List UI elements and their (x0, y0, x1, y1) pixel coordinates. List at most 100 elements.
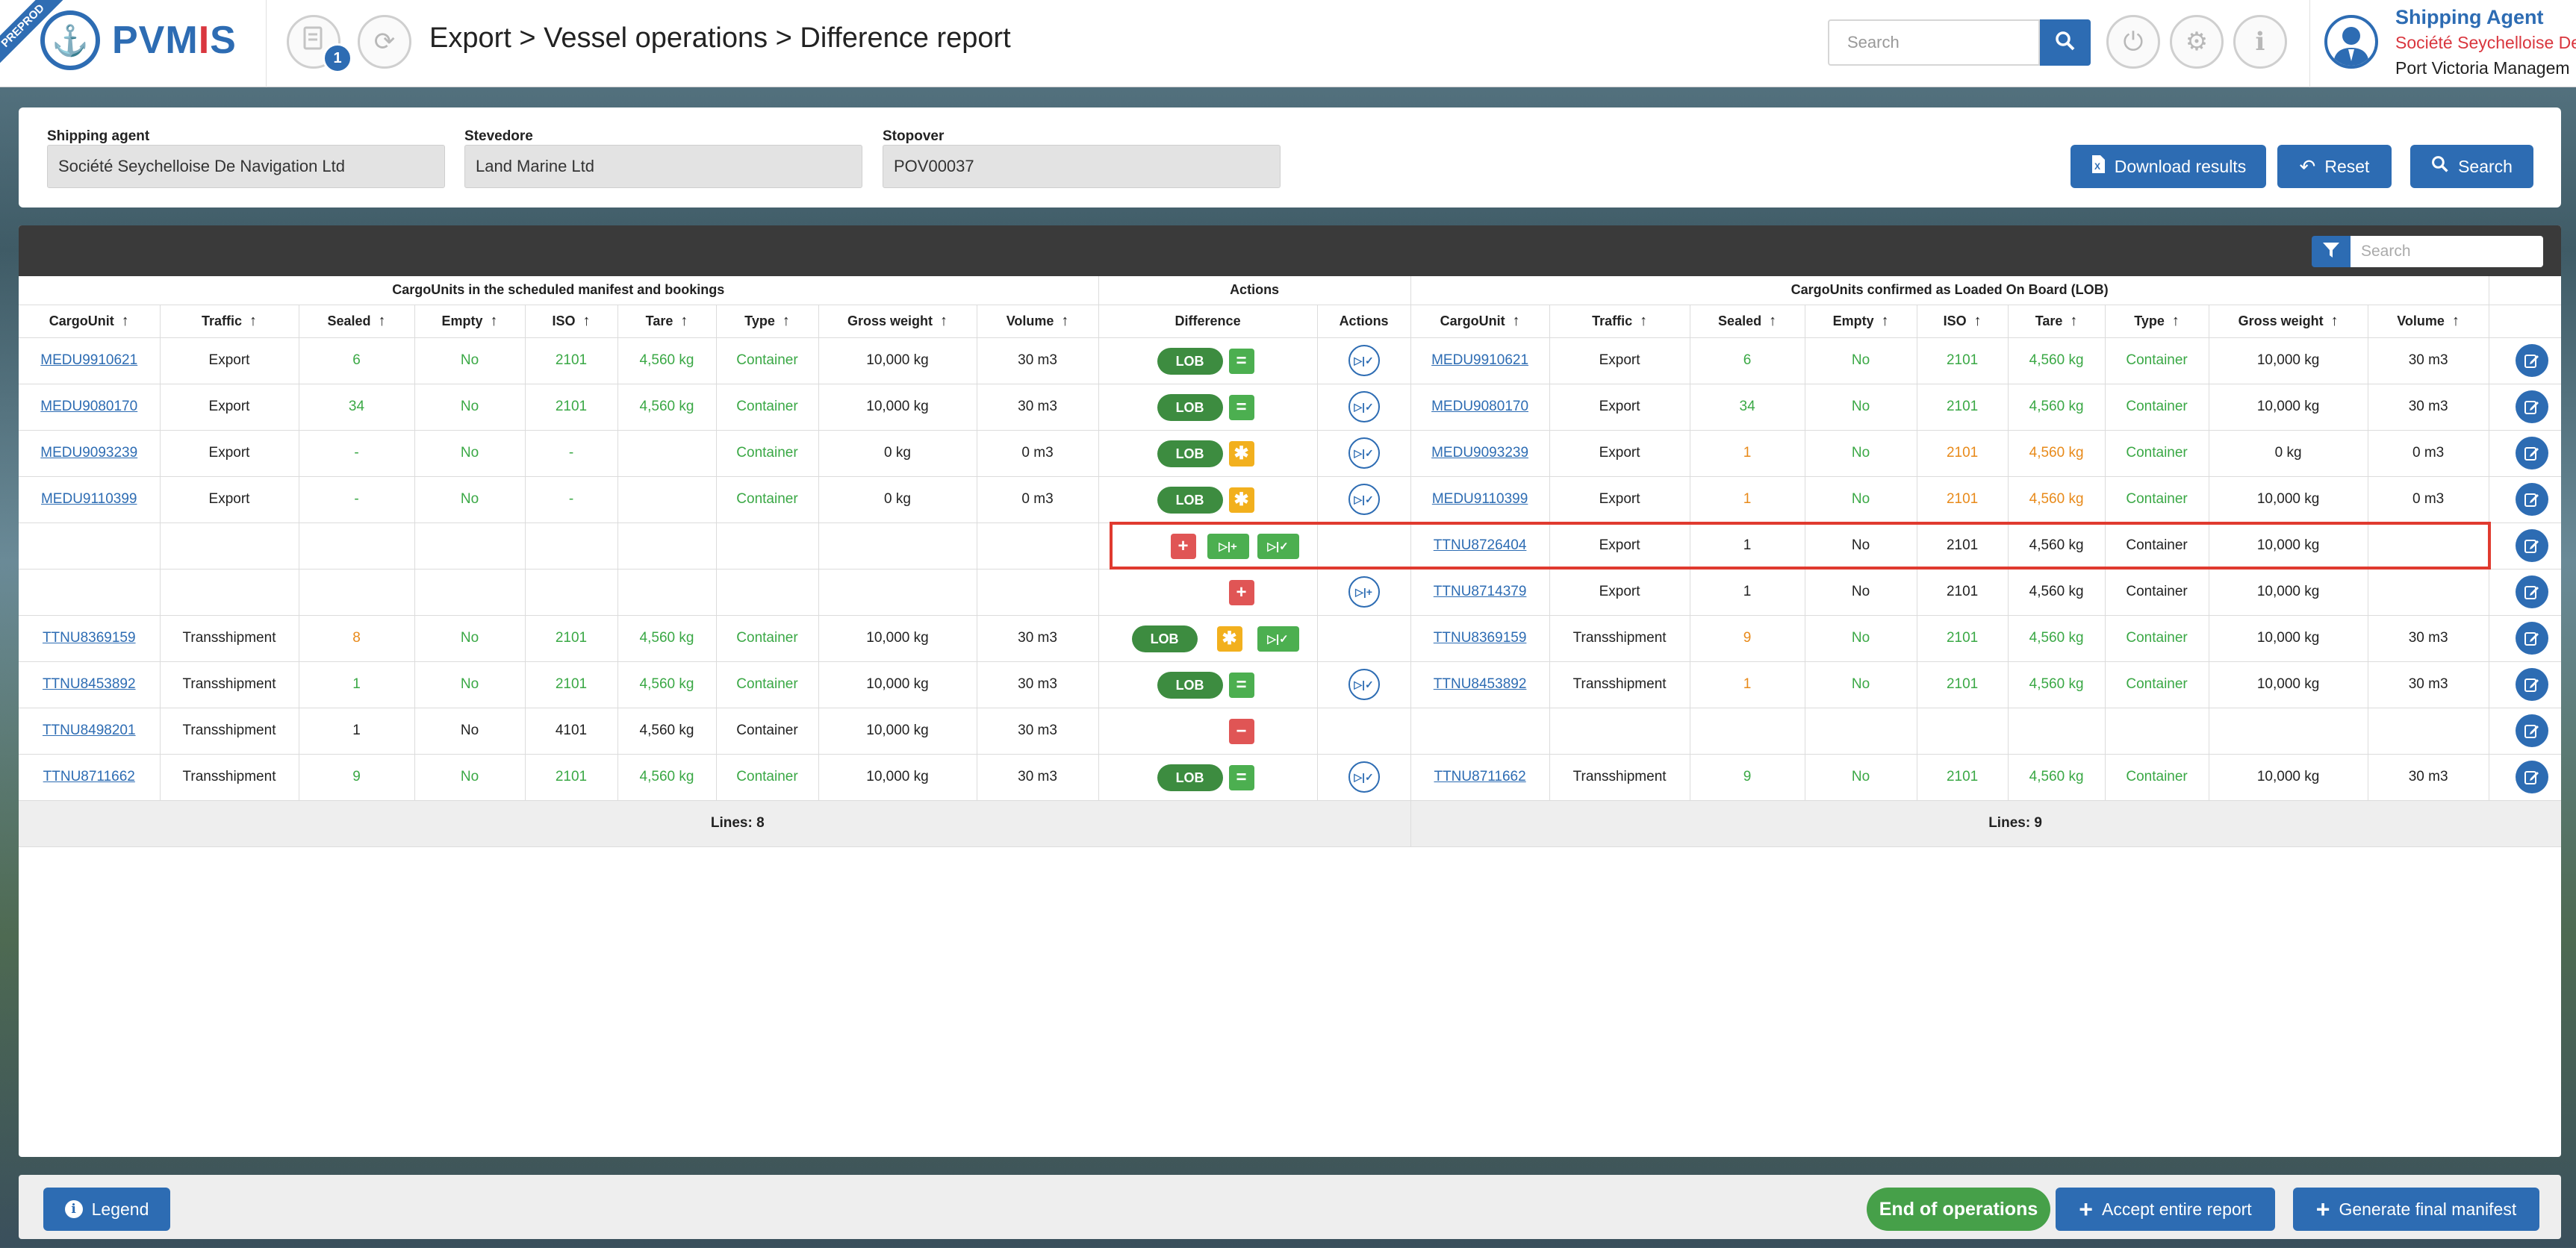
reset-button[interactable]: ↶ Reset (2277, 145, 2392, 188)
legend-button[interactable]: i Legend (43, 1188, 170, 1231)
right-cargo-unit-cell[interactable]: MEDU9080170 (1410, 384, 1550, 431)
stopover-field[interactable]: POV00037 (883, 145, 1281, 188)
right-cargo-unit-cell[interactable]: TTNU8714379 (1410, 569, 1550, 616)
left-cargo-unit-value[interactable]: TTNU8369159 (42, 630, 136, 646)
remove-status-button[interactable]: − (1228, 718, 1254, 744)
column-header-left-empty[interactable]: Empty ↑ (414, 305, 526, 338)
edit-row-button[interactable] (2516, 483, 2549, 516)
column-header-right-empty[interactable]: Empty ↑ (1805, 305, 1917, 338)
column-header-left-tare[interactable]: Tare ↑ (617, 305, 717, 338)
column-header-right-gross-weight[interactable]: Gross weight ↑ (2209, 305, 2368, 338)
column-header-right-sealed[interactable]: Sealed ↑ (1690, 305, 1805, 338)
settings-button[interactable]: ⚙ (2170, 15, 2224, 69)
right-cargo-unit-cell[interactable]: MEDU9093239 (1410, 430, 1550, 477)
left-cargo-unit-cell[interactable]: TTNU8369159 (19, 615, 161, 662)
shipping-agent-field[interactable]: Société Seychelloise De Navigation Ltd (47, 145, 445, 188)
right-cargo-unit-value[interactable]: TTNU8369159 (1433, 630, 1527, 646)
right-cargo-unit-value[interactable]: MEDU9080170 (1431, 399, 1529, 414)
add-status-button[interactable]: + (1170, 533, 1196, 559)
load-confirm-button[interactable]: ▷|✓ (1257, 625, 1299, 652)
left-cargo-unit-value[interactable]: MEDU9093239 (40, 445, 138, 461)
right-cargo-unit-value[interactable]: TTNU8714379 (1433, 584, 1527, 599)
header-search-input[interactable]: Search (1828, 19, 2040, 66)
refresh-button[interactable]: ⟳ (358, 15, 411, 69)
left-cargo-unit-cell[interactable]: TTNU8498201 (19, 708, 161, 755)
load-confirm-action-icon[interactable]: ▷|✓ (1348, 391, 1380, 422)
search-label: Search (2458, 156, 2513, 176)
notifications-button[interactable] (287, 15, 340, 69)
right-cargo-unit-cell[interactable]: MEDU9110399 (1410, 476, 1550, 523)
table-search-input[interactable]: Search (2351, 236, 2543, 267)
asterisk-status-icon: ✱ (1216, 625, 1242, 652)
load-confirm-action-icon[interactable]: ▷|✓ (1348, 669, 1380, 700)
load-confirm-button[interactable]: ▷|✓ (1257, 533, 1299, 559)
user-avatar[interactable] (2324, 15, 2378, 69)
left-cargo-unit-cell[interactable]: MEDU9910621 (19, 337, 161, 384)
load-confirm-action-icon[interactable]: ▷|✓ (1348, 761, 1380, 793)
accept-entire-report-button[interactable]: + Accept entire report (2056, 1188, 2275, 1231)
column-header-left-volume[interactable]: Volume ↑ (977, 305, 1099, 338)
left-type-cell: Container (716, 430, 819, 477)
edit-row-button[interactable] (2516, 668, 2549, 701)
column-header-right-iso[interactable]: ISO ↑ (1917, 305, 2009, 338)
column-header-right-cargounit[interactable]: CargoUnit ↑ (1410, 305, 1550, 338)
edit-row-button[interactable] (2516, 437, 2549, 469)
right-cargo-unit-cell[interactable]: TTNU8726404 (1410, 522, 1550, 570)
left-cargo-unit-value[interactable]: TTNU8711662 (43, 769, 135, 784)
left-cargo-unit-cell[interactable]: MEDU9110399 (19, 476, 161, 523)
edit-row-button[interactable] (2516, 529, 2549, 562)
add-status-button[interactable]: + (1228, 579, 1254, 605)
edit-row-button[interactable] (2516, 714, 2549, 747)
left-cargo-unit-value[interactable]: MEDU9080170 (40, 399, 138, 414)
generate-final-manifest-button[interactable]: + Generate final manifest (2293, 1188, 2539, 1231)
power-button[interactable]: ⏻ (2106, 15, 2160, 69)
info-button[interactable]: i (2233, 15, 2287, 69)
column-header-left-iso[interactable]: ISO ↑ (525, 305, 618, 338)
end-of-operations-button[interactable]: End of operations (1867, 1188, 2050, 1231)
column-header-right-type[interactable]: Type ↑ (2105, 305, 2209, 338)
load-add-button[interactable]: ▷|+ (1207, 533, 1249, 559)
column-header-left-sealed[interactable]: Sealed ↑ (299, 305, 415, 338)
left-cargo-unit-cell[interactable]: MEDU9093239 (19, 430, 161, 477)
download-results-button[interactable]: X Download results (2071, 145, 2266, 188)
table-filter-button[interactable] (2312, 236, 2351, 267)
search-button[interactable]: Search (2410, 145, 2533, 188)
left-cargo-unit-value[interactable]: MEDU9910621 (40, 352, 138, 368)
load-add-action-icon[interactable]: ▷|+ (1348, 576, 1380, 608)
right-cargo-unit-cell[interactable]: TTNU8453892 (1410, 661, 1550, 708)
load-confirm-action-icon[interactable]: ▷|✓ (1348, 437, 1380, 469)
edit-row-button[interactable] (2516, 761, 2549, 793)
right-cargo-unit-value[interactable]: TTNU8453892 (1433, 676, 1527, 692)
column-header-left-traffic[interactable]: Traffic ↑ (160, 305, 299, 338)
right-cargo-unit-cell[interactable]: TTNU8711662 (1410, 754, 1550, 801)
column-header-left-cargounit[interactable]: CargoUnit ↑ (19, 305, 161, 338)
edit-row-button[interactable] (2516, 622, 2549, 655)
app-logo[interactable]: ⚓ PVMIS (40, 10, 237, 70)
column-header-left-type[interactable]: Type ↑ (716, 305, 819, 338)
right-cargo-unit-cell[interactable]: MEDU9910621 (1410, 337, 1550, 384)
right-cargo-unit-value[interactable]: TTNU8726404 (1433, 537, 1527, 553)
breadcrumb: Export > Vessel operations > Difference … (429, 22, 1011, 54)
right-cargo-unit-value[interactable]: MEDU9910621 (1431, 352, 1529, 368)
header-search-button[interactable] (2040, 19, 2091, 66)
stevedore-field[interactable]: Land Marine Ltd (464, 145, 862, 188)
left-cargo-unit-value[interactable]: MEDU9110399 (40, 491, 137, 507)
edit-row-button[interactable] (2516, 575, 2549, 608)
column-header-right-traffic[interactable]: Traffic ↑ (1549, 305, 1690, 338)
column-header-left-gross-weight[interactable]: Gross weight ↑ (818, 305, 977, 338)
left-cargo-unit-cell[interactable]: MEDU9080170 (19, 384, 161, 431)
load-confirm-action-icon[interactable]: ▷|✓ (1348, 484, 1380, 515)
left-cargo-unit-cell[interactable]: TTNU8453892 (19, 661, 161, 708)
left-cargo-unit-cell[interactable]: TTNU8711662 (19, 754, 161, 801)
edit-row-button[interactable] (2516, 344, 2549, 377)
left-cargo-unit-value[interactable]: TTNU8453892 (42, 676, 136, 692)
column-header-right-volume[interactable]: Volume ↑ (2368, 305, 2489, 338)
right-cargo-unit-cell[interactable]: TTNU8369159 (1410, 615, 1550, 662)
right-cargo-unit-value[interactable]: MEDU9093239 (1431, 445, 1529, 461)
left-cargo-unit-value[interactable]: TTNU8498201 (42, 723, 136, 738)
load-confirm-action-icon[interactable]: ▷|✓ (1348, 345, 1380, 376)
right-cargo-unit-value[interactable]: MEDU9110399 (1431, 491, 1528, 507)
edit-row-button[interactable] (2516, 390, 2549, 423)
column-header-right-tare[interactable]: Tare ↑ (2008, 305, 2106, 338)
right-cargo-unit-value[interactable]: TTNU8711662 (1434, 769, 1526, 784)
